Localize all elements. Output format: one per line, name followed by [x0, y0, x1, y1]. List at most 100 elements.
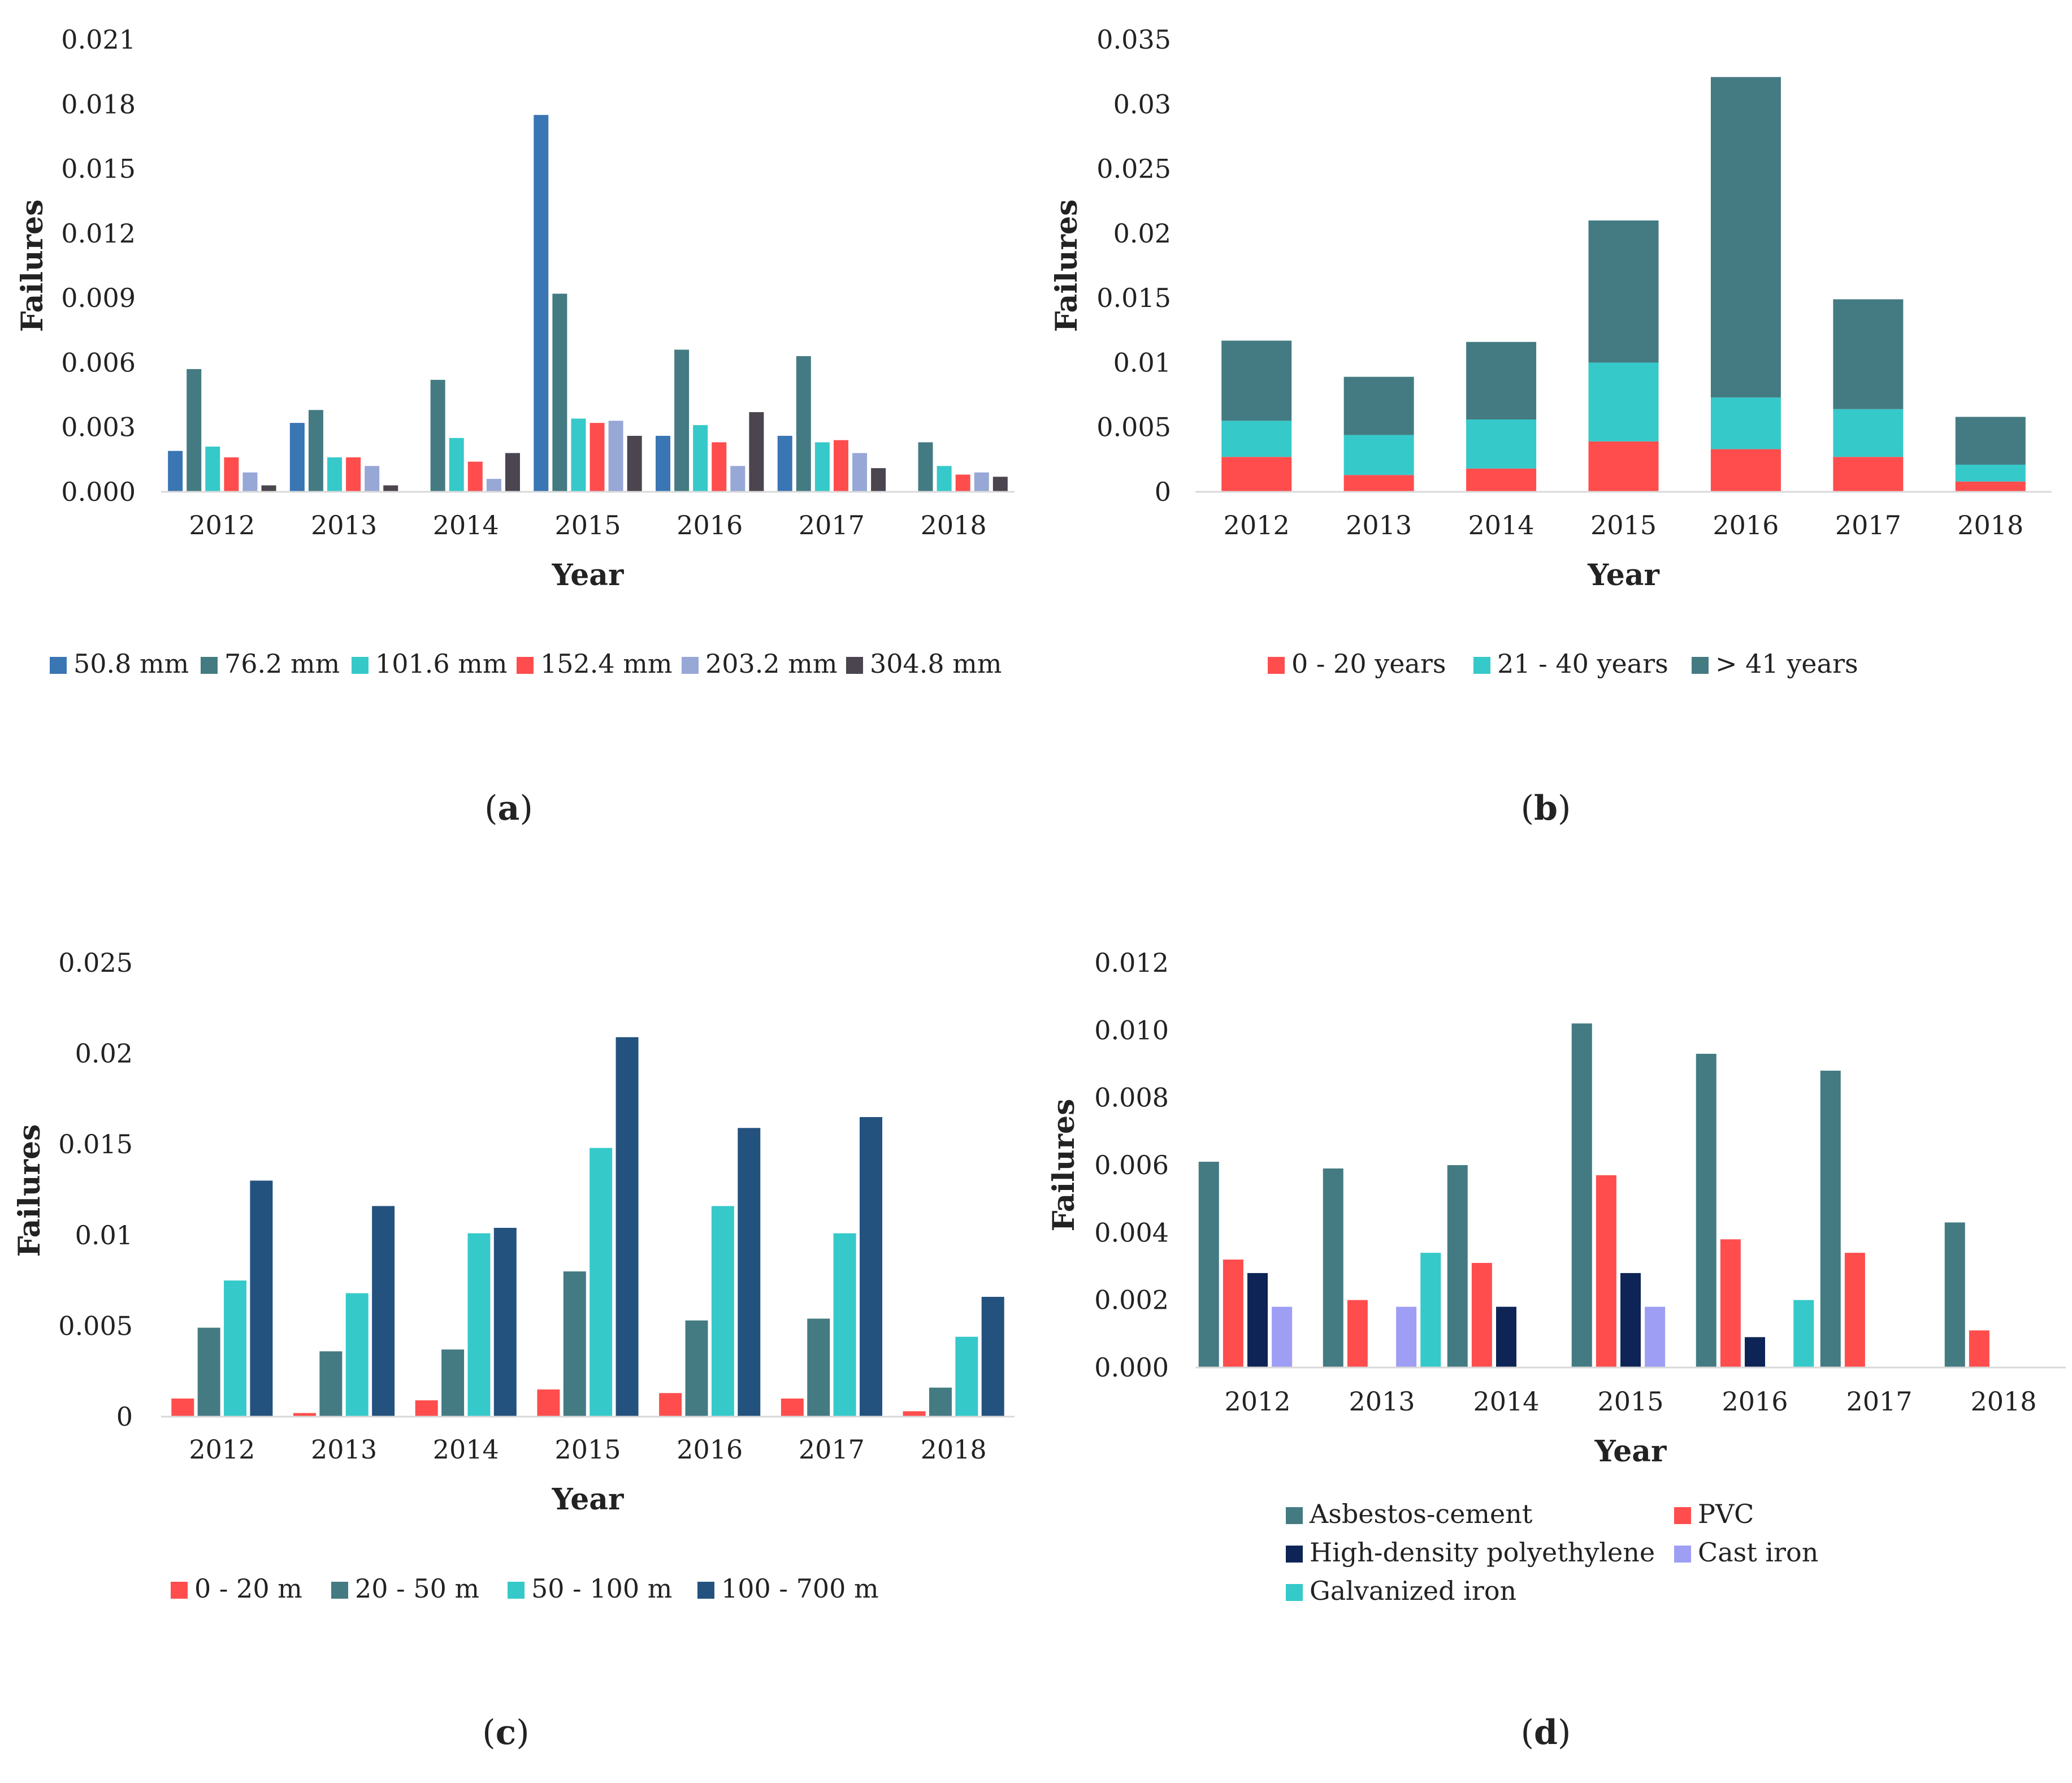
x-tick-label: 2012: [1224, 510, 1290, 540]
bar: [929, 1387, 952, 1417]
bar: [730, 466, 745, 492]
bar: [1420, 1253, 1441, 1367]
x-axis-title: Year: [1587, 558, 1659, 592]
bar: [1447, 1165, 1468, 1367]
bar: [293, 1413, 317, 1417]
bar: [486, 479, 501, 492]
bar: [608, 421, 623, 492]
bar: [1720, 1239, 1741, 1367]
bar: [1471, 1263, 1492, 1367]
bar: [205, 447, 220, 492]
bar: [327, 457, 343, 492]
legend-swatch: [1674, 1507, 1691, 1524]
y-tick-label: 0.005: [1096, 412, 1171, 443]
y-tick-label: 0.000: [61, 477, 136, 507]
bar: [1272, 1306, 1293, 1367]
x-tick-label: 2012: [189, 510, 255, 540]
x-tick-label: 2018: [921, 1434, 987, 1465]
bar: [1955, 465, 2026, 482]
bar: [974, 472, 989, 492]
legend-swatch: [508, 1582, 524, 1599]
x-tick-label: 2017: [1846, 1386, 1912, 1417]
bar: [289, 423, 305, 492]
y-axis-title: Failures: [1047, 1099, 1081, 1232]
panel-label-letter: b: [1534, 789, 1558, 828]
y-tick-label: 0.010: [1094, 1015, 1169, 1045]
bar: [871, 468, 886, 492]
bar: [1620, 1273, 1641, 1367]
x-tick-label: 2017: [799, 510, 865, 540]
bar: [1710, 397, 1781, 449]
bar: [859, 1117, 882, 1417]
bar: [365, 466, 380, 492]
x-tick-label: 2018: [1970, 1386, 2036, 1417]
x-tick-label: 2016: [677, 1434, 743, 1465]
y-axis-title: Failures: [1050, 200, 1084, 332]
bar: [1820, 1070, 1841, 1367]
bar: [308, 410, 323, 492]
x-tick-label: 2018: [1957, 510, 2023, 540]
bar: [1466, 341, 1537, 419]
x-tick-label: 2016: [1713, 510, 1779, 540]
bar: [1343, 475, 1414, 492]
bar: [1745, 1337, 1765, 1367]
legend-swatch: [331, 1582, 348, 1599]
y-tick-label: 0.009: [61, 283, 136, 313]
y-tick-label: 0.004: [1094, 1217, 1169, 1248]
bar: [1221, 340, 1292, 421]
panel-label-open: (: [482, 1713, 495, 1752]
bar: [1221, 421, 1292, 457]
panel-label: (d): [1521, 1713, 1571, 1752]
panel-label-letter: a: [498, 789, 520, 828]
y-tick-label: 0.002: [1094, 1285, 1169, 1315]
bar: [777, 435, 792, 492]
bar: [981, 1297, 1004, 1417]
bar: [261, 485, 276, 492]
x-tick-label: 2015: [1590, 510, 1657, 540]
legend-label: 304.8 mm: [870, 648, 1002, 679]
legend-swatch: [1473, 657, 1490, 674]
bar: [627, 435, 642, 492]
legend-swatch: [201, 657, 218, 674]
panel-label-open: (: [484, 789, 497, 828]
y-tick-label: 0.01: [1113, 347, 1171, 378]
bar: [467, 461, 483, 492]
legend-swatch: [697, 1582, 714, 1599]
bar: [712, 442, 727, 492]
bar: [659, 1393, 682, 1417]
bar: [955, 474, 970, 492]
y-tick-label: 0.025: [1096, 154, 1171, 184]
bar: [992, 477, 1008, 492]
bar: [534, 115, 549, 492]
y-tick-label: 0.018: [61, 89, 136, 119]
panel-label-close: ): [1558, 1713, 1571, 1752]
legend-swatch: [1286, 1584, 1303, 1601]
y-tick-label: 0: [1155, 477, 1171, 507]
bar: [1588, 220, 1659, 363]
y-tick-label: 0.006: [1094, 1150, 1169, 1180]
bar: [1347, 1300, 1368, 1367]
legend-label: Galvanized iron: [1310, 1576, 1516, 1606]
bar: [1323, 1168, 1343, 1367]
x-tick-label: 2013: [311, 1434, 377, 1465]
legend-label: 101.6 mm: [375, 648, 508, 679]
bar: [833, 1233, 856, 1417]
bar: [1844, 1253, 1865, 1367]
bar: [852, 453, 868, 492]
legend-label: > 41 years: [1715, 648, 1858, 679]
bar: [1466, 419, 1537, 469]
bar: [1396, 1306, 1417, 1367]
x-tick-label: 2014: [433, 1434, 499, 1465]
panel-label-close: ): [1558, 789, 1571, 828]
chart-panel-b: 0 0.005 0.01 0.015 0.02 0.025 0.03 0.035 Failure…: [1050, 24, 2052, 828]
legend-swatch: [1674, 1546, 1691, 1563]
legend-label: 20 - 50 m: [355, 1573, 479, 1604]
bar: [1645, 1306, 1666, 1367]
bar: [346, 457, 361, 492]
legend-label: Asbestos-cement: [1309, 1499, 1533, 1529]
bar: [1955, 481, 2026, 492]
y-tick-label: 0.008: [1094, 1083, 1169, 1113]
bar: [589, 1148, 613, 1417]
bar: [807, 1318, 830, 1417]
y-tick-label: 0.015: [1096, 283, 1171, 313]
